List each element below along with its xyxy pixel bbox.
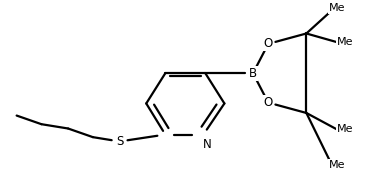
Text: Me: Me [329, 160, 346, 170]
Text: N: N [203, 138, 212, 151]
Text: B: B [249, 67, 257, 80]
Text: O: O [264, 37, 273, 50]
Text: Me: Me [337, 37, 353, 47]
Text: Me: Me [337, 124, 353, 134]
Text: S: S [117, 136, 124, 148]
Text: Me: Me [329, 3, 346, 13]
Text: O: O [264, 96, 273, 109]
